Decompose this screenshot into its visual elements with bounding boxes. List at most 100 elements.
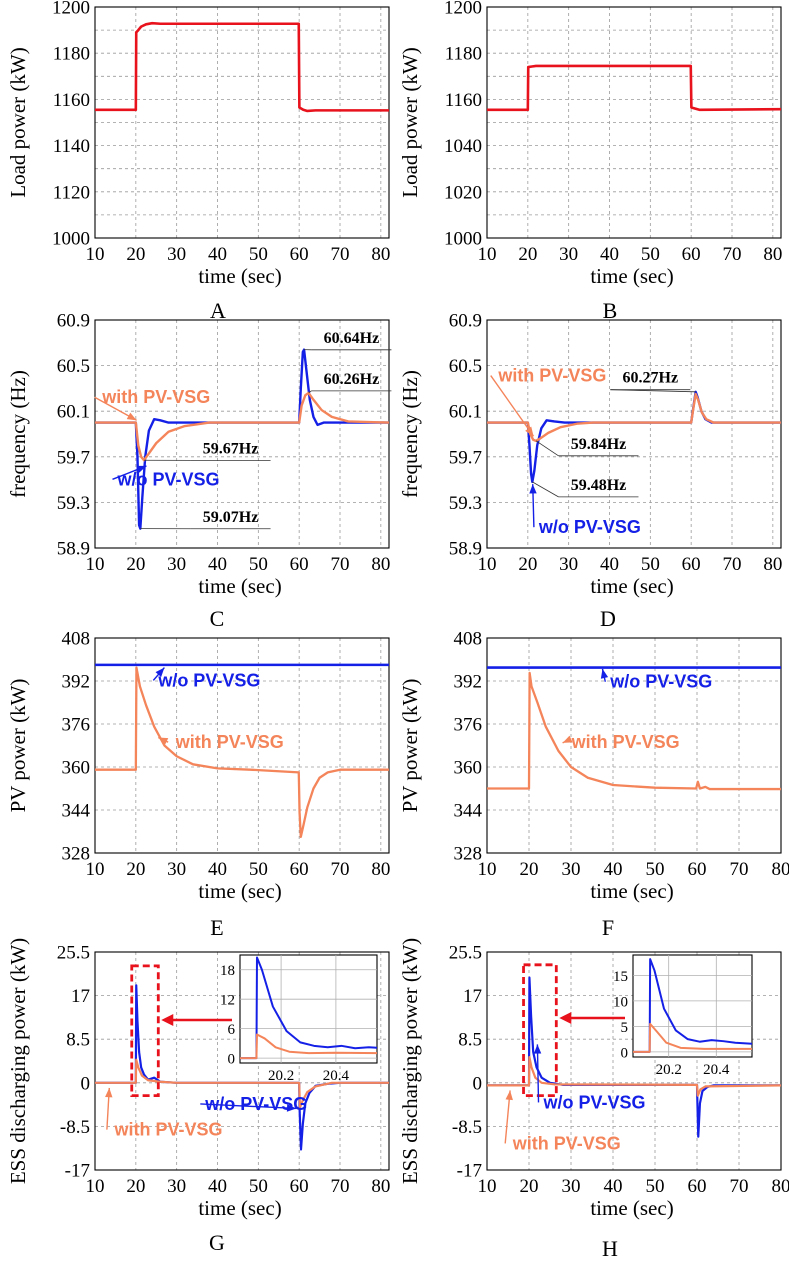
x-tick-label: 30	[167, 244, 186, 265]
series-line-orange	[95, 1058, 389, 1109]
x-tick-label: 50	[249, 244, 268, 265]
y-tick-label: 1180	[445, 44, 482, 65]
x-tick-label: 10	[86, 859, 105, 880]
legend-arrowhead	[505, 1090, 513, 1101]
x-tick-label: 20	[126, 859, 145, 880]
x-tick-label: 20	[126, 244, 145, 265]
legend-label: w/o PV-VSG	[543, 1092, 646, 1112]
y-tick-label: 1020	[444, 182, 482, 203]
highlight-arrowhead	[161, 1014, 174, 1026]
panel-d: 10 20 30 40 50 60 70 80 58.9 59.3 59.7 60.1 60.5 60.9…	[398, 311, 782, 599]
x-tick-label: 30	[167, 859, 186, 880]
inset-y-tick-label: 12	[220, 993, 235, 1009]
x-tick-label: 60	[682, 554, 701, 575]
y-tick-label: 58.9	[57, 539, 90, 560]
panel-a: 10 20 30 40 50 60 70 80 1000 1120 1140 1160 1180 1200…	[6, 0, 390, 288]
legend-label: with PV-VSG	[512, 1133, 621, 1153]
value-annotation: 60.26Hz	[324, 371, 380, 388]
x-tick-label: 70	[723, 554, 742, 575]
x-axis-label: time (sec)	[590, 1196, 673, 1220]
x-tick-label: 70	[331, 554, 350, 575]
y-axis-label: ESS discharging power (kW)	[6, 938, 30, 1184]
series-group	[95, 348, 389, 530]
panel-letter-c: C	[210, 606, 225, 631]
x-tick-label: 40	[208, 244, 227, 265]
y-tick-label: 59.7	[449, 447, 482, 468]
y-tick-label: 376	[62, 715, 91, 736]
y-tick-label: 59.3	[449, 493, 482, 514]
y-tick-label: 1040	[444, 136, 482, 157]
x-tick-label: 10	[478, 244, 497, 265]
x-tick-label: 60	[688, 1176, 707, 1197]
inset-y-tick-label: 0	[621, 1045, 629, 1061]
legend-label: w/o PV-VSG	[116, 469, 219, 489]
legend-arrowhead	[525, 426, 534, 437]
x-tick-label: 80	[772, 859, 789, 880]
x-tick-label: 10	[86, 1176, 105, 1197]
legend-label: w/o PV-VSG	[157, 670, 260, 690]
y-tick-label: 0	[81, 1073, 91, 1094]
x-tick-label: 80	[371, 554, 390, 575]
legend-label: w/o PV-VSG	[204, 1094, 307, 1114]
y-tick-label: 8.5	[66, 1030, 90, 1051]
x-tick-label: 20	[126, 1176, 145, 1197]
x-tick-label: 30	[559, 244, 578, 265]
x-axis-label: time (sec)	[590, 264, 673, 288]
x-tick-label: 80	[763, 244, 782, 265]
x-tick-label: 20	[126, 554, 145, 575]
highlight-dashed-box	[130, 964, 160, 1098]
legend-arrowhead	[533, 1044, 542, 1054]
legend-arrowhead	[286, 1104, 297, 1112]
legend-label: with PV-VSG	[571, 732, 680, 752]
x-tick-label: 40	[600, 244, 619, 265]
x-tick-label: 60	[682, 244, 701, 265]
value-callout-line	[308, 390, 312, 394]
y-tick-label: 344	[454, 801, 483, 822]
y-tick-label: 1160	[53, 90, 90, 111]
x-tick-label: 50	[249, 554, 268, 575]
x-tick-label: 10	[86, 244, 105, 265]
inset-frame	[239, 954, 378, 1064]
legend-label: with PV-VSG	[175, 732, 284, 752]
panel-letter-b: B	[603, 298, 618, 323]
x-tick-label: 40	[208, 1176, 227, 1197]
inset-y-tick-label: 5	[621, 1020, 629, 1036]
y-tick-label: 1200	[52, 0, 90, 19]
y-tick-label: 1140	[53, 136, 90, 157]
legend-arrowhead	[105, 1087, 113, 1098]
x-tick-label: 20	[518, 554, 537, 575]
x-tick-label: 10	[478, 859, 497, 880]
y-axis-label: frequency (Hz)	[6, 370, 30, 498]
y-tick-label: -17	[65, 1161, 90, 1182]
legend-label: with PV-VSG	[497, 366, 606, 386]
x-tick-label: 10	[478, 554, 497, 575]
x-tick-label: 50	[249, 1176, 268, 1197]
y-tick-label: 8.5	[458, 1030, 482, 1051]
value-annotation: 59.84Hz	[571, 436, 627, 453]
y-axis-label: ESS discharging power (kW)	[398, 938, 422, 1184]
y-tick-label: 60.5	[57, 356, 90, 377]
value-annotation: 60.64Hz	[324, 330, 380, 347]
inset-x-tick-label: 20.4	[703, 1062, 730, 1078]
x-axis-label: time (sec)	[590, 879, 673, 903]
legend-label: with PV-VSG	[113, 1120, 222, 1140]
x-tick-label: 20	[520, 1176, 539, 1197]
panel-letter-a: A	[210, 298, 226, 323]
inset-y-tick-label: 18	[220, 963, 235, 979]
x-tick-label: 60	[290, 554, 309, 575]
panel-letter-h: H	[602, 1236, 618, 1261]
inset-x-tick-label: 20.2	[268, 1068, 294, 1084]
y-tick-label: -8.5	[452, 1117, 482, 1138]
y-tick-label: 17	[71, 986, 90, 1007]
highlight-arrowhead	[559, 1012, 572, 1024]
legend-arrow	[490, 375, 535, 437]
x-tick-label: 80	[772, 1176, 789, 1197]
series-group	[487, 666, 781, 791]
series-line-blue	[95, 348, 389, 530]
x-tick-label: 50	[646, 859, 665, 880]
legend-arrowhead	[136, 465, 147, 473]
value-annotation: 60.27Hz	[623, 370, 679, 387]
y-tick-label: 1120	[53, 182, 90, 203]
inset-series-group	[240, 956, 377, 1060]
